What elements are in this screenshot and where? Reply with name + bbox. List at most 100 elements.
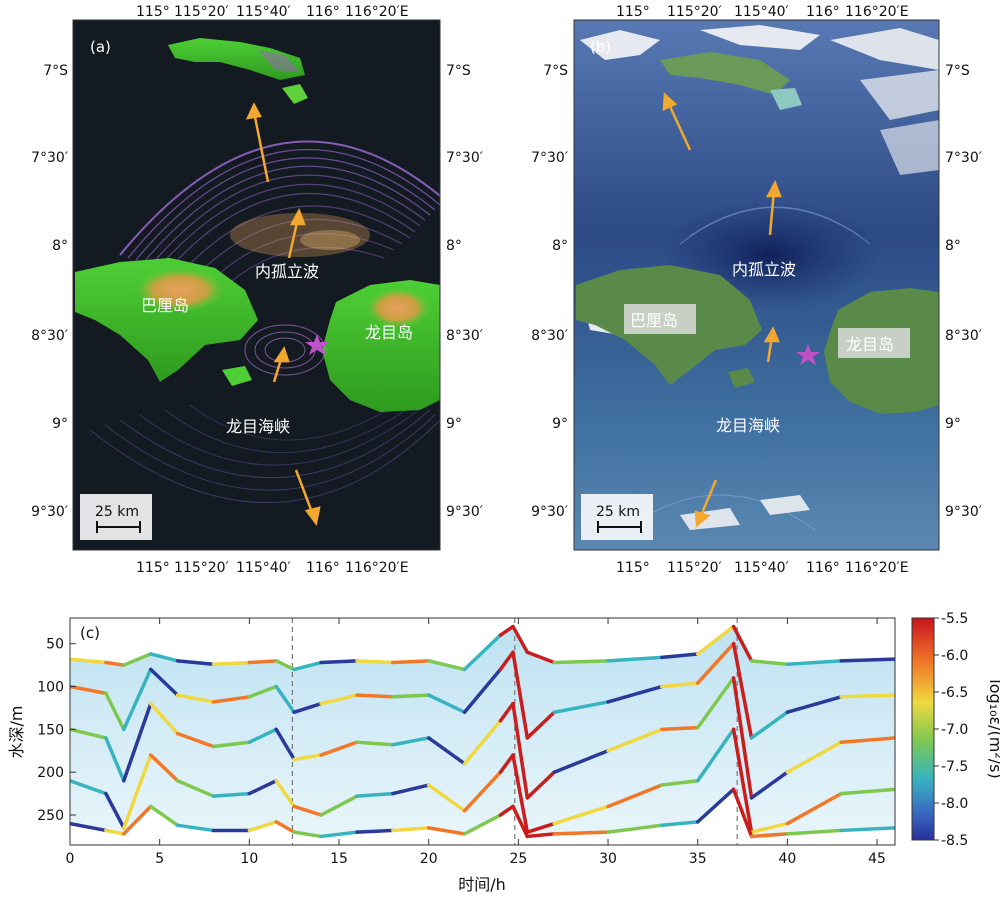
isopycnal-segment (606, 655, 664, 663)
x-tick-label: 35 (689, 851, 707, 867)
isopycnal-segment (660, 779, 700, 787)
isopycnal-segment (498, 804, 515, 817)
tick-lat-right: 7°S (446, 63, 471, 79)
isopycnal-segment (211, 791, 252, 798)
isopycnal-segment (391, 826, 431, 833)
tick-lon-bottom: 115°40′ (734, 560, 789, 576)
isopycnal-segment (391, 783, 431, 796)
isopycnal-segment (498, 753, 515, 774)
isopycnal-segment (731, 641, 754, 740)
isopycnal-segment (247, 659, 278, 665)
north-islands (168, 38, 305, 80)
isopycnal-segment (355, 659, 395, 665)
isopycnal-segment (122, 753, 153, 830)
y-tick-label: 150 (37, 722, 64, 738)
panel-a-lat-ticks-right: 7°S 7°30′ 8° 8°30′ 9° 9°30′ (446, 63, 483, 520)
isopycnal-segment (70, 684, 108, 696)
isopycnal-segment (70, 779, 108, 796)
isopycnal-segment (319, 740, 359, 757)
tick-lon-bottom: 115° (616, 560, 650, 576)
colorbar-tick-label: -8.0 (941, 796, 968, 812)
isopycnal-segment (319, 693, 359, 706)
isopycnal-segment (695, 624, 736, 656)
tick-lon-top: 115°20′ (174, 4, 229, 20)
isopycnal-segment (511, 650, 530, 740)
tick-lat-right: 9° (945, 416, 961, 432)
isopycnal-segment (839, 693, 895, 699)
bali-mountains (135, 268, 225, 312)
isopycnal-segment (498, 701, 515, 723)
tick-lat-left: 8°30′ (31, 328, 68, 344)
north-islet (282, 84, 308, 104)
panel-b-scale-label: 25 km (596, 504, 640, 520)
isopycnal-segment (148, 804, 180, 828)
x-tick-label: 20 (420, 851, 438, 867)
isopycnal-segment (122, 652, 153, 667)
panel-b-lombok-label: 龙目岛 (846, 335, 894, 354)
isopycnal-segment (552, 804, 610, 826)
isopycnal-segment (175, 731, 216, 749)
tick-lat-right: 8°30′ (945, 328, 982, 344)
isopycnal-segment (785, 740, 843, 774)
isopycnal-segment (839, 657, 895, 663)
internal-wave-rings-north (119, 140, 440, 285)
panel-b-lombok-label-box (838, 328, 910, 358)
isopycnal-segment (148, 701, 180, 736)
isopycnal-segment (552, 749, 610, 774)
tick-lon-bottom: 116°20′E (345, 560, 409, 576)
tick-lat-right: 7°30′ (945, 150, 982, 166)
colorbar-tick-label: -8.5 (941, 833, 968, 849)
isopycnal-segment (426, 659, 467, 672)
panel-a-bali-label: 巴厘岛 (141, 296, 189, 315)
panel-a-lon-ticks-top: 115° 115°20′ 115°40′ 116° 116°20′E (136, 4, 409, 20)
panel-c-frame (69, 617, 896, 846)
panel-b-lon-ticks-top: 115° 115°20′ 115°40′ 116° 116°20′E (616, 4, 909, 20)
isopycnal-segment (274, 727, 296, 762)
tick-lat-left: 9° (52, 416, 68, 432)
isopycnal-segment (148, 753, 180, 783)
panel-b-lat-ticks-right: 7°S 7°30′ 8° 8°30′ 9° 9°30′ (945, 63, 982, 520)
panel-a-wave-label: 内孤立波 (255, 262, 319, 281)
isopycnal-segment (731, 787, 754, 839)
isopycnal-segment (552, 700, 610, 714)
panel-b-bali-label: 巴厘岛 (630, 311, 678, 330)
panel-c-xlabel: 时间/h (458, 875, 506, 894)
isopycnal-segment (426, 783, 467, 813)
isopycnal-segment (274, 684, 296, 714)
isopycnal-segment (247, 684, 278, 699)
panel-c-depth-fill (70, 626, 895, 837)
panel-a-map: (a) 内孤立波 巴厘岛 龙目岛 龙目海峡 25 km 115° 115°20′… (31, 4, 483, 576)
isopycnal-segment (660, 820, 700, 828)
panel-c-chart: (c) 0 5 10 15 20 25 30 35 40 45 50 100 150 200 250 时间… (7, 611, 1000, 894)
isopycnal-segment (122, 701, 153, 783)
isopycnal-segment (274, 820, 296, 834)
isopycnal-segment (525, 770, 556, 800)
isopycnal-segment (695, 787, 736, 824)
tick-lon-top: 115°20′ (667, 4, 722, 20)
isopycnal-segment (355, 693, 395, 699)
tick-lon-top: 116° (806, 4, 840, 20)
isopycnal-segment (498, 624, 515, 637)
tick-lon-bottom: 116° (806, 560, 840, 576)
isopycnal-segment (462, 770, 503, 813)
isopycnal-segment (525, 832, 556, 839)
x-tick-label: 30 (599, 851, 617, 867)
panel-b-north-islet (770, 88, 802, 110)
isopycnal-segment (525, 821, 556, 834)
isopycnal-segment (292, 701, 323, 714)
isopycnal-segment (785, 791, 843, 826)
tick-lon-bottom: 116°20′E (845, 560, 909, 576)
panel-b-nusa-penida (728, 368, 755, 388)
tick-lat-right: 8° (945, 238, 961, 254)
tick-lon-top: 115° (616, 4, 650, 20)
tick-lon-bottom: 116° (306, 560, 340, 576)
isopycnal-segment (211, 660, 252, 667)
isopycnal-segment (749, 770, 790, 800)
isopycnal-segment (749, 710, 790, 740)
colorbar-tick-label: -6.0 (941, 648, 968, 664)
tick-lat-left: 7°30′ (531, 150, 568, 166)
panel-c-colorbar-label: log₁₀ε/(m²/s) (986, 679, 1000, 778)
tick-lon-bottom: 115°20′ (667, 560, 722, 576)
panel-a-tag: (a) (90, 38, 111, 56)
